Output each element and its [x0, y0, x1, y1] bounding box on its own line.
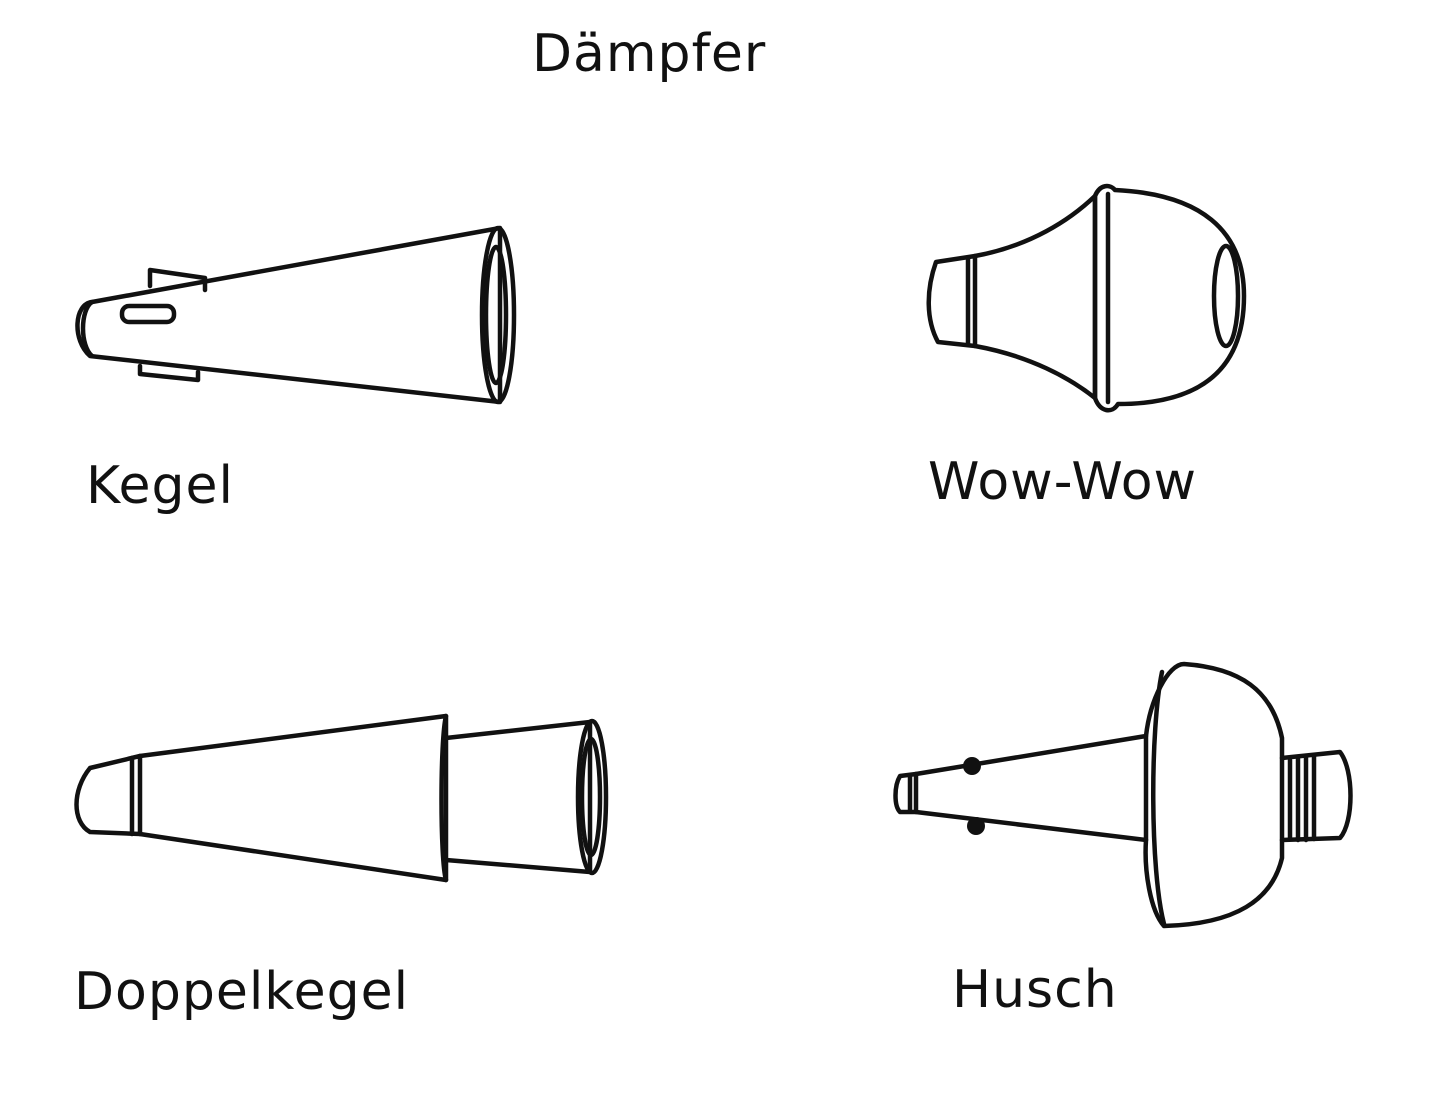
- doppelkegel-shoulder: [439, 713, 449, 883]
- doppelkegel-first-cone: [137, 713, 449, 883]
- kegel-body-outline: [75, 225, 503, 405]
- husch-tube: [893, 771, 919, 815]
- label-husch: Husch: [952, 960, 1118, 1020]
- wow-wow-neck: [972, 193, 1098, 401]
- kegel-tip: [80, 299, 95, 359]
- doppelkegel-tube: [74, 753, 143, 837]
- label-kegel: Kegel: [86, 456, 234, 516]
- label-doppelkegel: Doppelkegel: [74, 962, 410, 1022]
- kegel-bell-rim: [479, 225, 517, 405]
- husch-bowl: [1143, 661, 1285, 929]
- wow-wow-opening: [1211, 243, 1241, 349]
- doppelkegel-bell-opening: [579, 736, 603, 858]
- doppelkegel-bell-rim: [575, 718, 609, 876]
- kegel-cork-top: [147, 267, 208, 293]
- kegel-cork-bottom: [137, 363, 201, 383]
- kegel-mute-drawing: [75, 225, 517, 405]
- page-title: Dämpfer: [532, 24, 767, 84]
- wow-wow-bowl: [1092, 183, 1247, 413]
- kegel-bell-opening: [483, 244, 509, 386]
- wow-wow-tube: [926, 253, 978, 349]
- husch-bowl-rim: [1151, 669, 1167, 927]
- doppelkegel-mute-drawing: [74, 713, 609, 883]
- doppelkegel-second-cone: [443, 719, 593, 875]
- husch-mute-drawing: [893, 661, 1353, 929]
- husch-threaded-end: [1279, 749, 1353, 843]
- wow-wow-mute-drawing: [926, 183, 1247, 413]
- husch-thread-lines: [1287, 753, 1317, 843]
- label-wow-wow: Wow-Wow: [928, 452, 1198, 512]
- husch-cone: [913, 733, 1149, 843]
- kegel-cork-slot: [119, 303, 177, 325]
- husch-cork-bottom: [967, 817, 985, 835]
- husch-cork-top: [963, 757, 981, 775]
